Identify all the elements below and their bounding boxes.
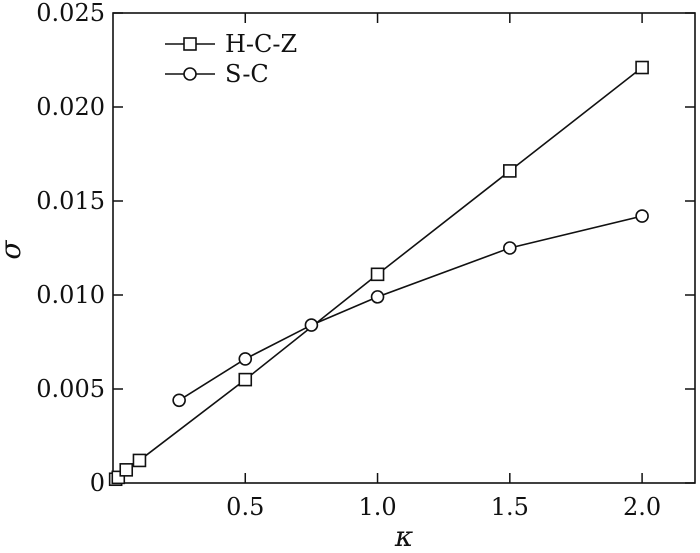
data-point-square [119, 463, 134, 477]
data-point-circle [635, 209, 649, 223]
y-tick-label: 0.020 [36, 93, 105, 121]
x-axis-label: κ [394, 520, 413, 553]
x-tick-label: 1.0 [358, 493, 396, 521]
data-point-circle [172, 393, 186, 408]
plot-frame [112, 12, 696, 484]
legend-circle-marker-icon [183, 67, 197, 81]
legend-label-sc: S-C [225, 60, 269, 88]
legend-label-hcz: H-C-Z [225, 30, 297, 58]
data-point-circle [503, 241, 517, 255]
data-point-circle [238, 352, 253, 366]
x-tick-label: 2.0 [623, 493, 661, 521]
legend-square-marker-icon [183, 37, 197, 51]
data-point-square [635, 60, 649, 75]
x-tick-label: 1.5 [491, 493, 529, 521]
series-layer [108, 60, 649, 487]
y-tick-label: 0 [90, 469, 105, 497]
series-line-1 [178, 215, 643, 401]
y-tick-label: 0.015 [36, 187, 105, 215]
y-tick-label: 0.005 [36, 375, 105, 403]
legend: H-C-Z S-C [165, 30, 297, 88]
axis-ticks: 0.5 1.0 1.5 2.0 0 0.005 0.010 0.015 0.020 0.025 [36, 0, 695, 521]
y-tick-label: 0.025 [36, 0, 105, 27]
y-axis-label: σ [0, 240, 27, 260]
data-point-circle [304, 318, 319, 332]
y-tick-label: 0.010 [36, 281, 105, 309]
data-point-square [132, 453, 147, 468]
data-point-square [238, 372, 253, 387]
data-point-square [503, 164, 517, 178]
data-point-square [370, 267, 385, 282]
x-tick-label: 0.5 [226, 493, 264, 521]
data-point-circle [370, 290, 385, 304]
